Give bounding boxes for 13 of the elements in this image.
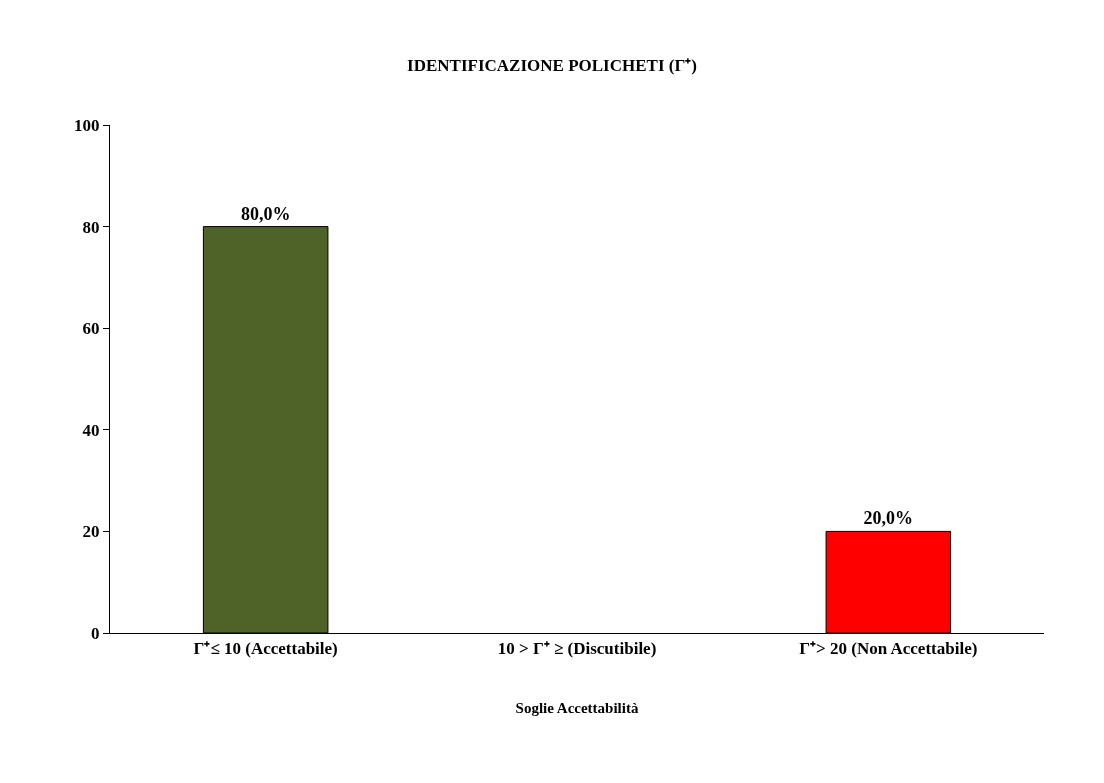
chart-title: IDENTIFICAZIONE POLICHETI (Γ⁺) — [407, 55, 697, 75]
y-tick-label: 60 — [82, 319, 100, 339]
y-tick-label: 80 — [82, 217, 100, 237]
x-tick-label: Γ⁺≤ 10 (Accettabile) — [193, 639, 338, 659]
y-tick-label: 100 — [74, 115, 100, 135]
x-tick-label: Γ⁺> 20 (Non Accettabile) — [799, 639, 978, 659]
y-tick-label: 40 — [82, 420, 100, 440]
data-label: 20,0% — [863, 508, 914, 529]
y-tick-label: 0 — [91, 623, 100, 643]
x-tick-label: 10 > Γ⁺ ≥ (Discutibile) — [497, 639, 657, 659]
x-axis-title: Soglie Accettabilità — [515, 700, 639, 717]
y-tick-label: 20 — [82, 522, 100, 542]
data-label: 80,0% — [240, 203, 291, 224]
